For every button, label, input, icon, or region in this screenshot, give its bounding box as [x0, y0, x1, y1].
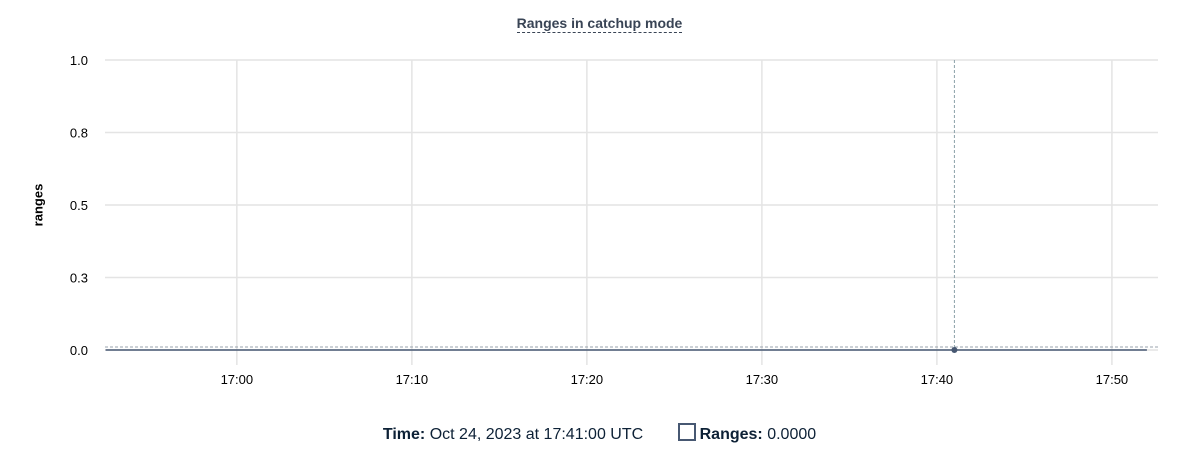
chart-title-text[interactable]: Ranges in catchup mode	[516, 15, 683, 33]
time-value: Oct 24, 2023 at 17:41:00 UTC	[429, 426, 644, 443]
series-toggle-checkbox[interactable]	[677, 423, 696, 441]
y-tick-label: 0.3	[70, 271, 88, 286]
y-tick-label: 1.0	[70, 53, 88, 68]
series-label: Ranges:	[699, 426, 763, 443]
x-tick-label: 17:00	[221, 372, 254, 387]
x-tick-label: 17:40	[921, 372, 954, 387]
chart-plot[interactable]: 0.0 0.3 0.5 0.8 1.0 17:00 17:10 17:20 17:30 17:40…	[0, 0, 1199, 400]
x-tick-label: 17:20	[571, 372, 604, 387]
hover-point	[951, 347, 958, 353]
chart-title[interactable]: Ranges in catchup mode	[0, 15, 1199, 33]
hover-legend: Time: Oct 24, 2023 at 17:41:00 UTC Range…	[0, 423, 1199, 444]
y-tick-label: 0.5	[70, 198, 88, 213]
x-tick-label: 17:30	[746, 372, 779, 387]
time-label: Time:	[382, 426, 426, 443]
y-tick-label: 0.0	[70, 343, 88, 358]
x-tick-label: 17:10	[396, 372, 429, 387]
y-tick-label: 0.8	[70, 126, 88, 141]
series-value: 0.0000	[767, 426, 817, 443]
x-tick-label: 17:50	[1096, 372, 1129, 387]
